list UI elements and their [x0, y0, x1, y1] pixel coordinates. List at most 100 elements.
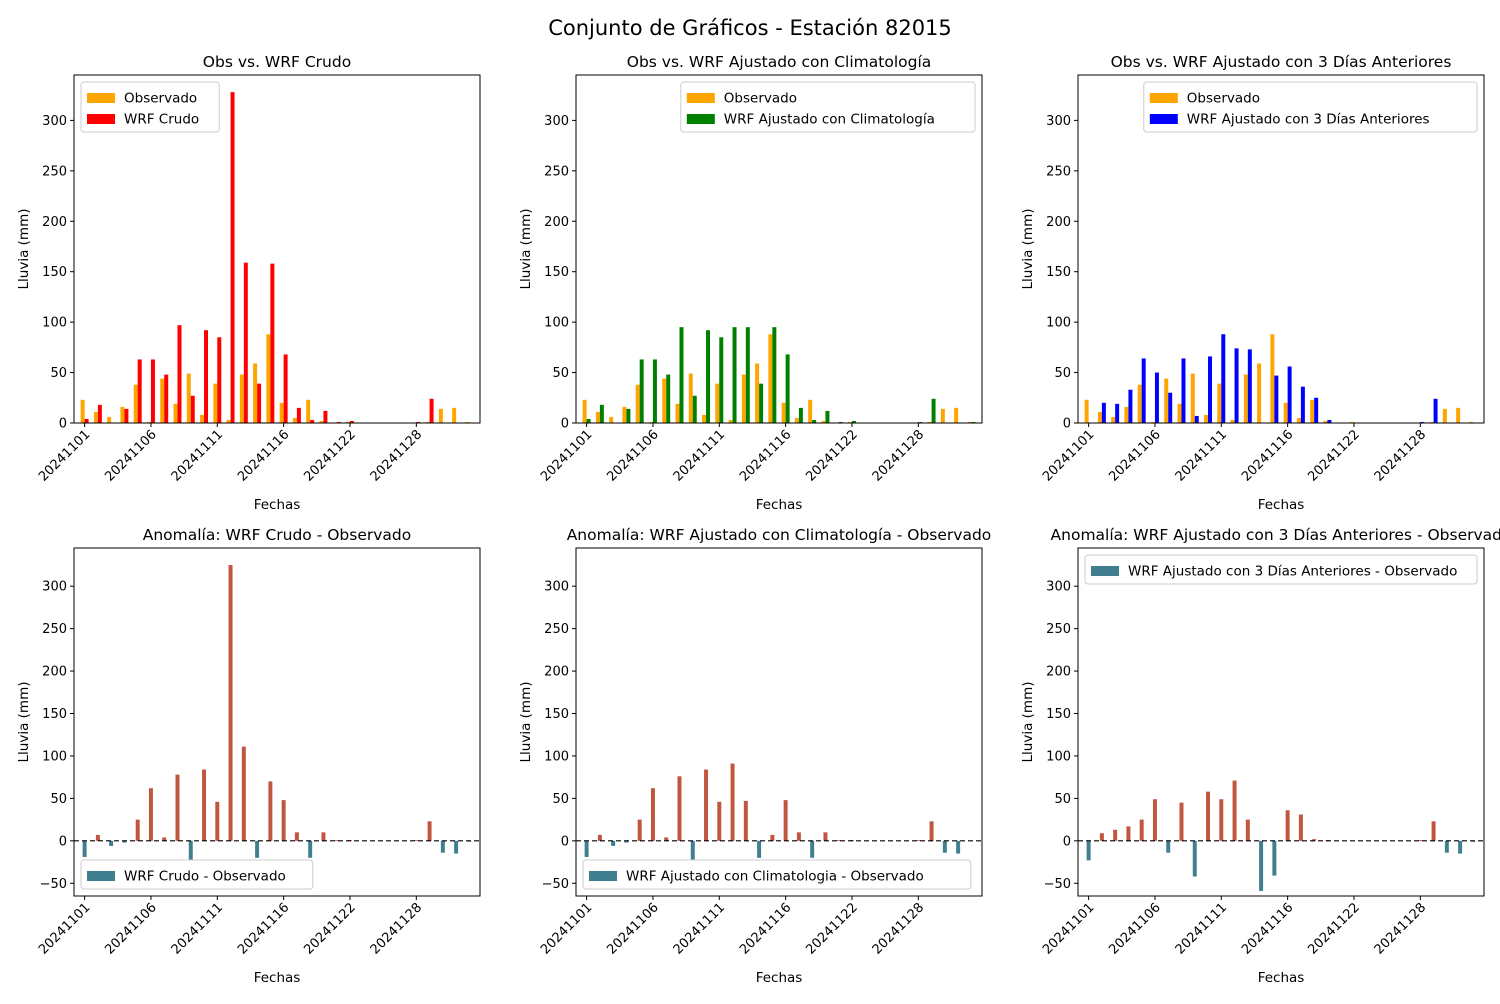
bar-observado-20241109: [688, 373, 693, 423]
y-tick-label: 0: [561, 417, 569, 432]
anomaly-bar-20241127: [929, 821, 934, 841]
bar-observado-20241130: [1469, 421, 1474, 423]
x-tick-label: 20241122: [301, 900, 358, 957]
legend-box: [80, 859, 314, 890]
anomaly-bar-20241126: [916, 839, 921, 841]
bar-wrf-20241117: [798, 407, 803, 423]
anomaly-bar-20241114: [255, 840, 260, 858]
anomaly-bar-20241106: [650, 788, 655, 841]
x-tick-label: 20241111: [671, 900, 728, 957]
bar-wrf-20241121: [851, 420, 856, 423]
legend-label: WRF Crudo: [124, 112, 199, 128]
y-tick-label: −50: [1044, 877, 1071, 892]
y-axis-label: Lluvia (mm): [16, 209, 32, 290]
anomaly-bar-20241126: [414, 839, 419, 841]
bar-observado-20241111: [213, 383, 218, 423]
bar-wrf-20241126: [918, 421, 923, 423]
y-tick-label: 300: [1046, 580, 1071, 595]
anomaly-bar-20241104: [1126, 826, 1131, 841]
bar-wrf-20241117: [1300, 386, 1305, 423]
chart-title: Anomalía: WRF Ajustado con Climatología …: [567, 526, 992, 544]
bar-wrf-20241121: [349, 420, 354, 423]
bars: [582, 327, 976, 423]
anomaly-bar-20241129: [454, 840, 459, 854]
legend-label: Observado: [724, 91, 797, 107]
bars: [1084, 334, 1474, 423]
x-tick-label: 20241111: [1173, 427, 1230, 484]
bar-wrf-20241119: [323, 410, 328, 423]
bar-observado-20241101: [80, 399, 85, 423]
bar-observado-20241106: [1150, 421, 1155, 423]
bar-wrf-20241110: [204, 330, 209, 423]
legend-swatch: [589, 871, 617, 881]
bar-observado-20241113: [1243, 374, 1248, 423]
anomaly-bar-20241102: [95, 834, 100, 841]
bar-observado-20241116: [1283, 402, 1288, 423]
x-tick-label: 20241101: [538, 900, 595, 957]
anomaly-bar-20241103: [109, 840, 114, 846]
bar-wrf-20241108: [177, 325, 182, 423]
legend-swatch: [87, 93, 115, 103]
anomaly-bar-20241108: [677, 776, 682, 841]
legend: Observado WRF Ajustado con 3 Días Anterio…: [1143, 81, 1478, 133]
chart-title: Anomalía: WRF Ajustado con 3 Días Anteri…: [1051, 526, 1500, 544]
y-tick-label: 50: [1054, 366, 1071, 381]
legend: WRF Ajustado con Climatologia - Observad…: [582, 859, 972, 890]
anomaly-bar-20241118: [810, 840, 815, 858]
bar-wrf-20241126: [1420, 421, 1425, 423]
legend-label: WRF Ajustado con 3 Días Anteriores: [1187, 112, 1430, 128]
legend-swatch: [87, 871, 115, 881]
y-tick-label: 250: [544, 164, 569, 179]
bar-observado-20241114: [1257, 363, 1262, 423]
bar-observado-20241112: [1230, 419, 1235, 423]
bar-wrf-20241104: [626, 408, 631, 423]
bar-observado-20241113: [239, 374, 244, 423]
anomaly-bar-20241119: [823, 832, 828, 841]
bar-wrf-20241115: [270, 263, 275, 423]
anomaly-bar-20241118: [308, 840, 313, 858]
anomaly-bar-20241104: [624, 840, 629, 843]
bar-wrf-20241115: [772, 327, 777, 423]
legend-label: WRF Ajustado con 3 Días Anteriores - Obs…: [1128, 564, 1457, 580]
bar-observado-20241121: [345, 421, 350, 423]
bar-wrf-20241113: [1247, 349, 1252, 423]
anomaly-bar-20241101: [584, 840, 589, 857]
x-tick-label: 20241128: [368, 427, 425, 484]
bar-observado-20241117: [794, 417, 799, 423]
bar-wrf-20241106: [150, 359, 155, 423]
x-tick-label: 20241128: [368, 900, 425, 957]
anomaly-bar-20241108: [175, 774, 180, 841]
x-axis-label: Fechas: [1258, 970, 1305, 986]
y-tick-label: 150: [1046, 707, 1071, 722]
anomaly-bar-20241110: [704, 769, 709, 841]
legend-swatch: [686, 114, 715, 124]
y-axis-label: Lluvia (mm): [1020, 209, 1036, 290]
x-tick-label: 20241111: [169, 900, 226, 957]
figure-title: Conjunto de Gráficos - Estación 82015: [548, 16, 952, 40]
bar-observado-20241112: [226, 419, 231, 423]
x-tick-label: 20241101: [1040, 900, 1097, 957]
bar-wrf-20241127: [1433, 398, 1438, 423]
anomaly-bar-20241109: [690, 840, 695, 860]
anomaly-bar-20241106: [148, 788, 153, 841]
bar-wrf-20241101: [586, 418, 591, 423]
bar-observado-20241128: [1442, 408, 1447, 423]
x-tick-label: 20241116: [737, 427, 794, 484]
anomaly-bar-20241113: [743, 800, 748, 841]
anomaly-bar-20241127: [427, 821, 432, 841]
bar-wrf-20241127: [429, 398, 434, 423]
bar-observado-20241116: [279, 402, 284, 423]
y-tick-label: 200: [42, 215, 67, 230]
y-tick-label: 50: [552, 792, 569, 807]
y-tick-label: 200: [544, 665, 569, 680]
bar-wrf-20241114: [759, 383, 764, 423]
bar-observado-20241105: [133, 384, 138, 423]
plot-frame: [575, 547, 983, 897]
plot-frame: [73, 547, 481, 897]
bar-observado-20241119: [1323, 420, 1328, 423]
y-tick-label: 150: [42, 265, 67, 280]
